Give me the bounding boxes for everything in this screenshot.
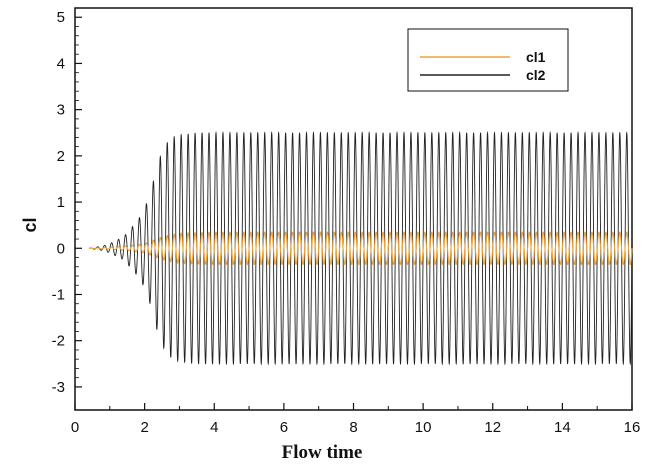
y-tick-label: -2	[52, 333, 65, 350]
y-tick-label: 3	[57, 102, 65, 119]
x-tick-label: 10	[415, 419, 432, 436]
x-axis: 0 2 4 6 8 10 12 14 16	[71, 403, 641, 436]
x-tick-label: 2	[140, 419, 148, 436]
x-tick-label: 0	[71, 419, 79, 436]
y-tick-label: 4	[57, 55, 65, 72]
y-axis: 5 4 3 2 1 0 -1 -2 -3	[52, 7, 82, 396]
x-axis-title: Flow time	[282, 442, 363, 463]
x-tick-label: 4	[210, 419, 218, 436]
legend-box	[407, 28, 569, 92]
y-tick-label: 1	[57, 194, 65, 211]
x-tick-label: 16	[624, 419, 641, 436]
x-tick-label: 6	[280, 419, 288, 436]
legend-label-cl2: cl2	[526, 67, 546, 83]
y-tick-label: -3	[52, 379, 65, 396]
y-tick-label: 2	[57, 148, 65, 165]
x-tick-label: 12	[484, 419, 501, 436]
x-tick-label: 14	[554, 419, 571, 436]
y-axis-title: cl	[20, 217, 40, 232]
y-tick-label: 5	[57, 9, 65, 26]
series-layer	[88, 130, 633, 366]
legend-label-cl1: cl1	[526, 49, 546, 65]
y-tick-label: 0	[57, 240, 65, 257]
series-line-cl1	[88, 231, 633, 266]
y-tick-label: -1	[52, 286, 65, 303]
x-tick-label: 8	[349, 419, 357, 436]
legend: cl1 cl2	[407, 28, 569, 92]
